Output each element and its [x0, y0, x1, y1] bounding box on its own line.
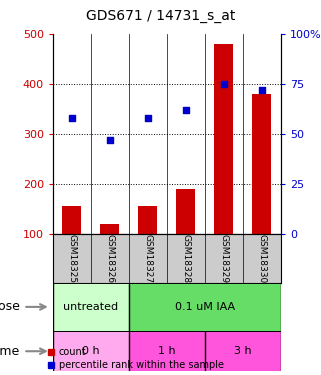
Bar: [53, 283, 129, 331]
Bar: [129, 283, 281, 331]
Text: GSM18330: GSM18330: [257, 234, 266, 283]
Bar: [205, 331, 281, 371]
Bar: [177, 189, 195, 234]
Text: GSM18329: GSM18329: [219, 234, 229, 283]
Point: [183, 107, 188, 113]
Text: 0 h: 0 h: [82, 346, 100, 356]
Text: GSM18326: GSM18326: [105, 234, 115, 283]
Text: dose: dose: [0, 300, 20, 313]
Text: 0.1 uM IAA: 0.1 uM IAA: [175, 302, 235, 312]
Legend: count, percentile rank within the sample: count, percentile rank within the sample: [43, 343, 228, 374]
Text: 1 h: 1 h: [158, 346, 176, 356]
Bar: [53, 331, 129, 371]
Point: [69, 115, 74, 121]
Bar: [100, 224, 119, 234]
Text: GSM18327: GSM18327: [143, 234, 152, 283]
Text: GSM18328: GSM18328: [181, 234, 190, 283]
Bar: [252, 94, 271, 234]
Text: time: time: [0, 345, 20, 358]
Point: [259, 87, 265, 93]
Point: [145, 115, 151, 121]
Point: [107, 137, 113, 143]
Text: 3 h: 3 h: [234, 346, 252, 356]
Bar: [63, 206, 82, 234]
Text: untreated: untreated: [63, 302, 118, 312]
Bar: [214, 44, 233, 234]
Text: GSM18325: GSM18325: [67, 234, 76, 283]
Bar: [138, 206, 157, 234]
Point: [221, 81, 227, 87]
Text: GDS671 / 14731_s_at: GDS671 / 14731_s_at: [86, 9, 235, 23]
Bar: [129, 331, 205, 371]
